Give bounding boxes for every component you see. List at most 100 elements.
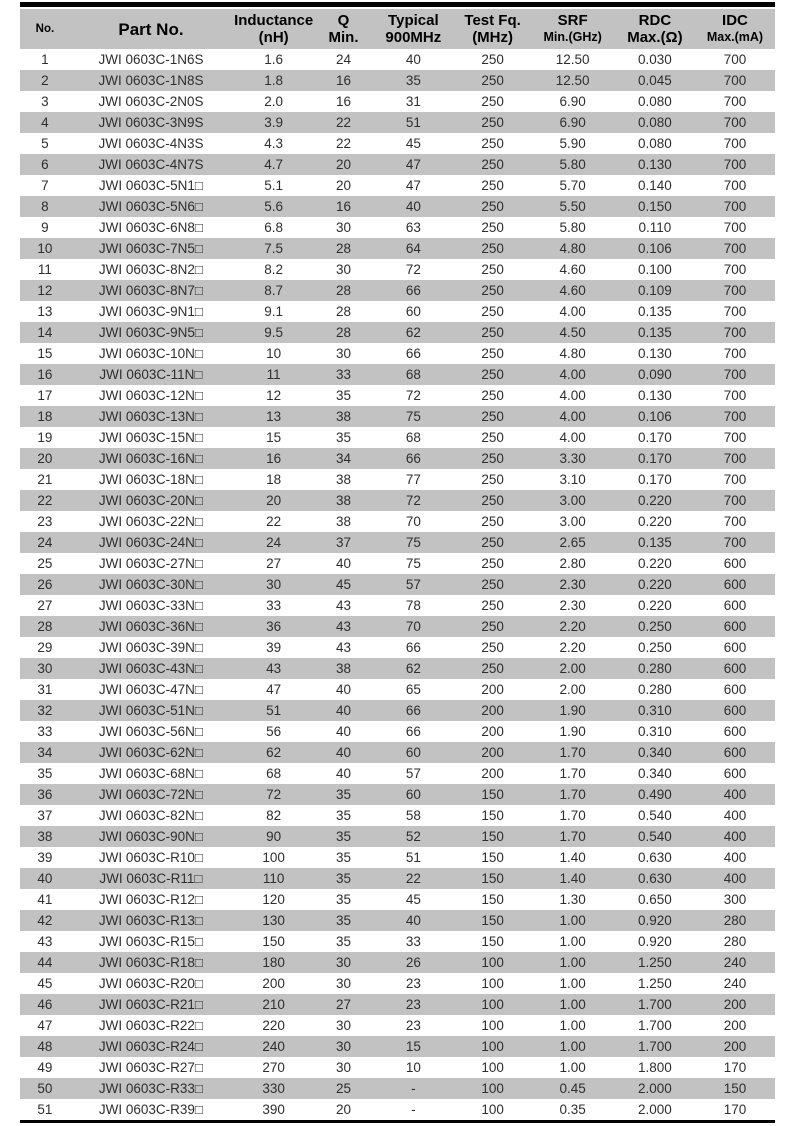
cell-inductance: 56 xyxy=(266,724,282,739)
cell-q_min: 35 xyxy=(335,388,352,403)
column-header-rdc: RDC Max.(Ω) xyxy=(614,9,695,49)
cell-typical: - xyxy=(371,1078,455,1099)
cell-typical: 40 xyxy=(371,910,455,931)
cell-inductance: 16 xyxy=(232,448,316,469)
cell-inductance: 130 xyxy=(232,910,316,931)
cell-srf: 0.45 xyxy=(530,1078,615,1099)
cell-srf: 1.40 xyxy=(530,868,615,889)
table-row: 35 JWI 0603C-68N□ 68 40 57 200 1.70 0.340 600 xyxy=(20,763,775,784)
cell-no: 28 xyxy=(20,616,70,637)
cell-srf: 1.30 xyxy=(559,892,586,907)
column-header-test_fq-line1: Test Fq. xyxy=(464,12,521,29)
cell-test_fq: 250 xyxy=(481,598,504,613)
cell-typical: 70 xyxy=(371,616,455,637)
cell-srf: 4.80 xyxy=(530,238,615,259)
column-header-srf-line1: SRF xyxy=(557,12,588,29)
cell-test_fq: 250 xyxy=(481,472,504,487)
table-row: 19 JWI 0603C-15N□ 15 35 68 250 4.00 0.170 700 xyxy=(20,427,775,448)
cell-part_no: JWI 0603C-90N□ xyxy=(69,826,233,847)
cell-test_fq: 250 xyxy=(481,304,504,319)
cell-no: 15 xyxy=(37,346,53,361)
cell-q_min: 35 xyxy=(335,808,352,823)
cell-inductance: 13 xyxy=(232,406,316,427)
cell-srf: 5.70 xyxy=(559,178,586,193)
cell-rdc: 0.220 xyxy=(638,598,672,613)
cell-test_fq: 250 xyxy=(481,346,504,361)
cell-srf: 1.00 xyxy=(530,952,615,973)
cell-rdc: 1.250 xyxy=(614,952,695,973)
cell-test_fq: 150 xyxy=(481,850,504,865)
cell-part_no: JWI 0603C-68N□ xyxy=(98,766,204,781)
cell-idc: 170 xyxy=(723,1102,747,1117)
cell-idc: 600 xyxy=(723,640,747,655)
cell-rdc: 0.650 xyxy=(638,892,672,907)
cell-typical: 26 xyxy=(371,952,455,973)
cell-typical: 72 xyxy=(371,490,455,511)
cell-test_fq: 250 xyxy=(454,616,531,637)
table-row: 23 JWI 0603C-22N□ 22 38 70 250 3.00 0.220 700 xyxy=(20,511,775,532)
cell-srf: 6.90 xyxy=(559,94,586,109)
cell-q_min: 24 xyxy=(335,52,352,67)
cell-q_min: 30 xyxy=(335,220,352,235)
cell-test_fq: 100 xyxy=(454,952,531,973)
cell-inductance: 20 xyxy=(232,490,316,511)
cell-rdc: 0.080 xyxy=(638,136,672,151)
cell-part_no: JWI 0603C-R18□ xyxy=(69,952,233,973)
cell-typical: 23 xyxy=(371,994,455,1015)
cell-srf: 5.80 xyxy=(530,154,615,175)
cell-typical: 35 xyxy=(371,70,455,91)
cell-inductance: 180 xyxy=(232,952,316,973)
cell-typical: 51 xyxy=(405,850,421,865)
cell-srf: 1.00 xyxy=(559,976,586,991)
cell-rdc: 0.310 xyxy=(638,724,672,739)
cell-inductance: 9.1 xyxy=(264,304,284,319)
cell-rdc: 0.540 xyxy=(614,826,695,847)
cell-rdc: 0.109 xyxy=(614,280,695,301)
cell-srf: 4.00 xyxy=(559,430,586,445)
cell-rdc: 0.920 xyxy=(638,934,672,949)
table-row: 24 JWI 0603C-24N□ 24 37 75 250 2.65 0.135 700 xyxy=(20,532,775,553)
cell-rdc: 1.800 xyxy=(638,1060,672,1075)
cell-no: 11 xyxy=(37,262,52,277)
cell-inductance: 12 xyxy=(266,388,282,403)
cell-idc: 170 xyxy=(723,1060,747,1075)
cell-idc: 700 xyxy=(694,406,775,427)
cell-part_no: JWI 0603C-8N7□ xyxy=(69,280,233,301)
cell-typical: 65 xyxy=(405,682,421,697)
cell-q_min: 30 xyxy=(335,1060,352,1075)
cell-inductance: 6.8 xyxy=(264,220,284,235)
column-header-idc: IDC Max.(mA) xyxy=(694,9,775,49)
cell-no: 10 xyxy=(20,238,70,259)
cell-inductance: 110 xyxy=(232,868,316,889)
cell-inductance: 68 xyxy=(266,766,282,781)
cell-q_min: 22 xyxy=(335,136,352,151)
cell-srf: 1.70 xyxy=(559,766,586,781)
table-row: 46 JWI 0603C-R21□ 210 27 23 100 1.00 1.700 200 xyxy=(20,994,775,1015)
table-row: 43 JWI 0603C-R15□ 150 35 33 150 1.00 0.920 280 xyxy=(20,931,775,952)
cell-typical: - xyxy=(411,1102,416,1117)
cell-srf: 1.90 xyxy=(530,700,615,721)
cell-rdc: 0.250 xyxy=(614,616,695,637)
cell-no: 32 xyxy=(20,700,70,721)
cell-inductance: 5.1 xyxy=(264,178,284,193)
cell-typical: 62 xyxy=(371,322,455,343)
table-row: 27 JWI 0603C-33N□ 33 43 78 250 2.30 0.220 600 xyxy=(20,595,775,616)
cell-test_fq: 250 xyxy=(454,70,531,91)
cell-q_min: 35 xyxy=(335,892,352,907)
cell-srf: 1.40 xyxy=(559,850,586,865)
cell-typical: 45 xyxy=(405,136,421,151)
cell-inductance: 8.7 xyxy=(232,280,316,301)
column-header-q_min-line2: Min. xyxy=(328,29,359,46)
cell-part_no: JWI 0603C-R39□ xyxy=(98,1102,204,1117)
cell-q_min: 40 xyxy=(315,700,372,721)
cell-srf: 4.80 xyxy=(559,346,586,361)
cell-no: 38 xyxy=(20,826,70,847)
cell-no: 13 xyxy=(37,304,53,319)
cell-rdc: 0.100 xyxy=(638,262,672,277)
cell-no: 7 xyxy=(41,178,49,193)
cell-idc: 700 xyxy=(723,388,747,403)
cell-typical: 22 xyxy=(371,868,455,889)
cell-no: 4 xyxy=(20,112,70,133)
cell-q_min: 30 xyxy=(335,346,352,361)
cell-rdc: 0.130 xyxy=(638,346,672,361)
